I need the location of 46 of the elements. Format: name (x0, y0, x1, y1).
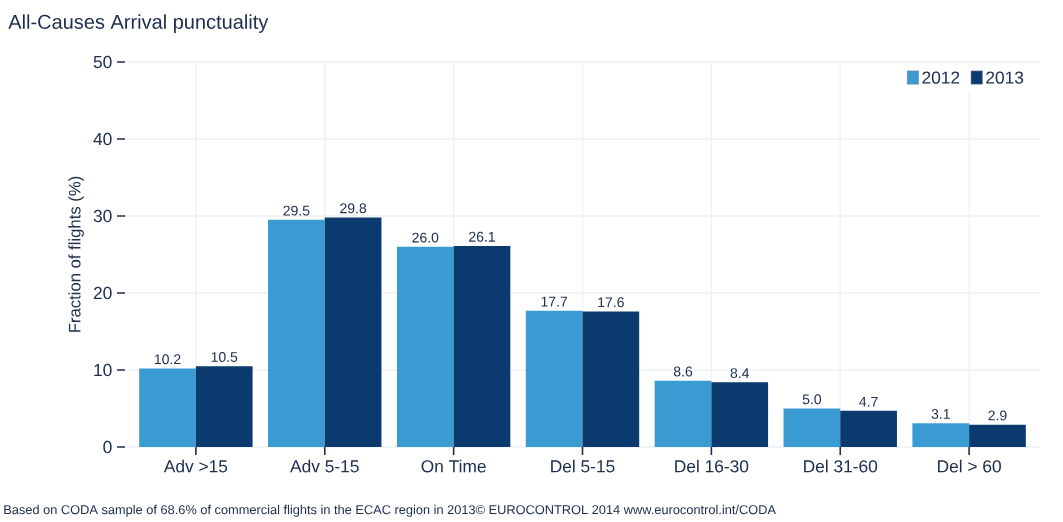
y-tick-label: 40 (93, 132, 112, 146)
bar (396, 246, 454, 447)
bar (654, 380, 712, 447)
data-label: 2.9 (988, 410, 1007, 421)
x-tick-label: Del > 60 (938, 459, 1001, 473)
x-tick-label: Del 16-30 (675, 459, 749, 473)
data-label: 3.1 (931, 408, 950, 419)
data-label: 8.4 (730, 368, 750, 379)
data-label: 17.7 (541, 296, 568, 307)
data-label: 26.1 (469, 231, 495, 242)
data-label: 29.8 (340, 203, 367, 214)
data-label: 8.6 (673, 366, 693, 377)
bar (525, 310, 583, 447)
data-label: 10.5 (211, 351, 238, 362)
legend-label: 2013 (986, 71, 1024, 84)
bar (268, 219, 325, 447)
y-tick-label: 20 (93, 286, 112, 300)
bar (969, 424, 1026, 447)
x-tick-label: Del 31-60 (804, 459, 878, 473)
bar (582, 311, 640, 447)
bar (783, 408, 841, 447)
y-tick-label: 30 (93, 209, 112, 223)
text: Based on CODA sample of 68.6% of commercial flights in the ECAC region in 2013© EUROCONTROL 2014 www.eurocontrol.int/CODA (4, 504, 776, 517)
data-label: 10.2 (154, 354, 181, 365)
chart-title: All-Causes Arrival punctuality (8, 14, 269, 33)
y-tick-label: 50 (93, 55, 112, 69)
bar (840, 410, 897, 447)
x-tick-label: On Time (421, 459, 486, 473)
bar (453, 246, 511, 447)
bar (139, 368, 196, 447)
y-tick-label: 10 (94, 363, 112, 377)
bar (912, 423, 970, 447)
y-axis-title: Fraction of flights (%) (68, 176, 84, 332)
x-tick-label: Adv 5-15 (290, 459, 359, 473)
legend-label: 2012 (922, 71, 960, 84)
bar (324, 217, 382, 447)
x-tick-label: Adv >15 (163, 459, 228, 473)
data-label: 4.7 (859, 396, 878, 407)
data-label: 5.0 (802, 394, 822, 405)
y-tick-label: 0 (103, 440, 112, 454)
x-tick-label: Del 5-15 (551, 459, 615, 473)
data-label: 26.0 (412, 232, 439, 243)
data-label: 17.6 (598, 297, 624, 308)
data-label: 29.5 (283, 205, 310, 216)
bar (711, 382, 769, 447)
bar (195, 366, 253, 447)
